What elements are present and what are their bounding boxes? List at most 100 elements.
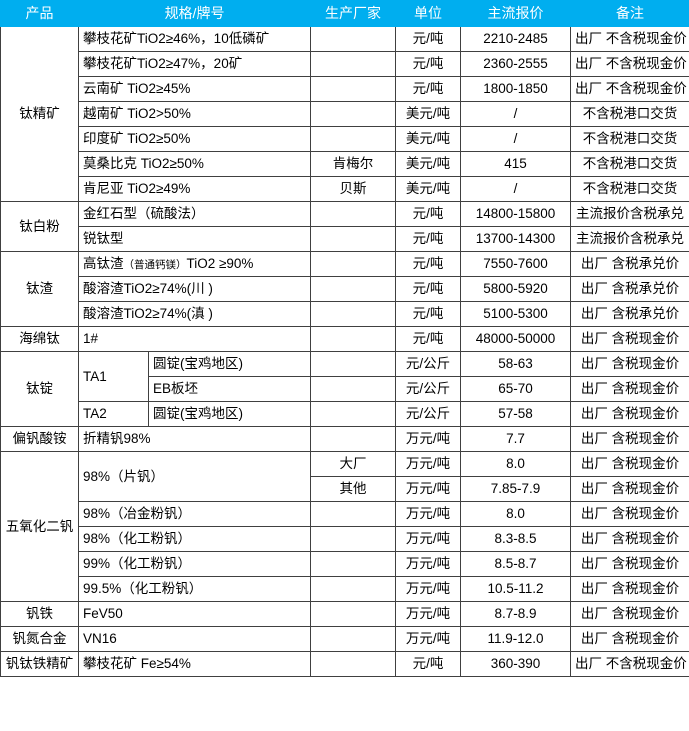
spec-cell: 越南矿 TiO2>50% bbox=[77, 101, 312, 127]
remark-cell: 出厂 含税现金价 bbox=[570, 401, 689, 427]
table-row: 98%（冶金粉钒） 万元/吨 8.0 出厂 含税现金价 bbox=[1, 501, 689, 527]
header-row: 产品 规格/牌号 生产厂家 单位 主流报价 备注 bbox=[0, 0, 689, 27]
unit-cell: 万元/吨 bbox=[395, 451, 462, 477]
grade-label: TA1 bbox=[78, 351, 149, 402]
grade-label: TA2 bbox=[78, 401, 149, 427]
price-cell: 1800-1850 bbox=[460, 76, 572, 102]
unit-cell: 元/公斤 bbox=[395, 351, 462, 377]
spec-cell: 锐钛型 bbox=[77, 226, 312, 252]
table-row: 钛锭 TA1 圆锭(宝鸡地区) 元/公斤 58-63 出厂 含税现金价 bbox=[0, 351, 689, 427]
remark-cell: 出厂 含税现金价 bbox=[570, 501, 689, 527]
remark-cell: 出厂 含税现金价 bbox=[570, 526, 689, 552]
remark-cell: 出厂 不含税现金价 bbox=[570, 651, 689, 677]
price-table: 产品 规格/牌号 生产厂家 单位 主流报价 备注 钛精矿 攀枝花矿TiO2≥46%… bbox=[0, 0, 689, 677]
price-cell: 8.7-8.9 bbox=[460, 601, 572, 627]
manufacturer-cell bbox=[310, 501, 397, 527]
manufacturer-cell bbox=[310, 651, 397, 677]
price-cell: 8.0 bbox=[460, 501, 572, 527]
table-row: 攀枝花矿TiO2≥47%，20矿 元/吨 2360-2555 出厂 不含税现金价 bbox=[1, 51, 689, 77]
product-group-label: 偏钒酸铵 bbox=[0, 426, 79, 452]
price-cell: 7550-7600 bbox=[460, 251, 572, 277]
table-row: 酸溶渣TiO2≥74%(滇 ) 元/吨 5100-5300 出厂 含税承兑价 bbox=[1, 301, 689, 327]
remark-cell: 出厂 含税现金价 bbox=[570, 426, 689, 452]
price-cell: / bbox=[460, 101, 572, 127]
table-row: 酸溶渣TiO2≥74%(川 ) 元/吨 5800-5920 出厂 含税承兑价 bbox=[1, 276, 689, 302]
unit-cell: 美元/吨 bbox=[395, 101, 462, 127]
table-row: 99%（化工粉钒） 万元/吨 8.5-8.7 出厂 含税现金价 bbox=[1, 551, 689, 577]
unit-cell: 万元/吨 bbox=[395, 476, 462, 502]
spec-cell: 酸溶渣TiO2≥74%(滇 ) bbox=[77, 301, 312, 327]
spec-cell: 攀枝花矿TiO2≥47%，20矿 bbox=[77, 51, 312, 77]
remark-cell: 出厂 不含税现金价 bbox=[570, 51, 689, 77]
spec-cell: 98%（片钒） bbox=[77, 451, 312, 502]
spec-cell: 攀枝花矿 Fe≥54% bbox=[77, 651, 312, 677]
manufacturer-cell bbox=[310, 301, 397, 327]
spec-cell: 酸溶渣TiO2≥74%(川 ) bbox=[77, 276, 312, 302]
table-row: 其他 万元/吨 7.85-7.9 出厂 含税现金价 bbox=[1, 476, 689, 502]
unit-cell: 美元/吨 bbox=[395, 176, 462, 202]
table-row: 莫桑比克 TiO2≥50% 肯梅尔 美元/吨 415 不含税港口交货 bbox=[1, 151, 689, 177]
manufacturer-cell bbox=[310, 26, 397, 52]
price-cell: 360-390 bbox=[460, 651, 572, 677]
header-unit: 单位 bbox=[395, 0, 462, 27]
price-cell: 14800-15800 bbox=[460, 201, 572, 227]
header-remark: 备注 bbox=[570, 0, 689, 27]
product-group-label: 钛渣 bbox=[0, 251, 79, 327]
spec-cell: 98%（化工粉钒） bbox=[77, 526, 312, 552]
product-group-label: 五氧化二钒 bbox=[0, 451, 79, 602]
spec-cell: 圆锭(宝鸡地区) bbox=[147, 351, 312, 377]
remark-cell: 出厂 含税承兑价 bbox=[570, 276, 689, 302]
spec-cell: 98%（冶金粉钒） bbox=[77, 501, 312, 527]
unit-cell: 元/吨 bbox=[395, 201, 462, 227]
unit-cell: 元/吨 bbox=[395, 76, 462, 102]
unit-cell: 万元/吨 bbox=[395, 526, 462, 552]
price-cell: 13700-14300 bbox=[460, 226, 572, 252]
product-group-label: 钛锭 bbox=[0, 351, 79, 427]
remark-cell: 主流报价含税承兑 bbox=[570, 226, 689, 252]
remark-cell: 不含税港口交货 bbox=[570, 126, 689, 152]
spec-cell: FeV50 bbox=[77, 601, 312, 627]
remark-cell: 出厂 含税现金价 bbox=[570, 476, 689, 502]
table-row: 99.5%（化工粉钒） 万元/吨 10.5-11.2 出厂 含税现金价 bbox=[1, 576, 689, 602]
table-row: 云南矿 TiO2≥45% 元/吨 1800-1850 出厂 不含税现金价 bbox=[1, 76, 689, 102]
remark-cell: 出厂 含税现金价 bbox=[570, 326, 689, 352]
table-row: 五氧化二钒 98%（片钒） 大厂 万元/吨 8.0 出厂 含税现金价 bbox=[0, 451, 689, 602]
unit-cell: 万元/吨 bbox=[395, 601, 462, 627]
table-row: 钒氮合金 VN16 万元/吨 11.9-12.0 出厂 含税现金价 bbox=[0, 626, 689, 652]
spec-cell: VN16 bbox=[77, 626, 312, 652]
table-row: 钒铁 FeV50 万元/吨 8.7-8.9 出厂 含税现金价 bbox=[0, 601, 689, 627]
price-cell: 10.5-11.2 bbox=[460, 576, 572, 602]
unit-cell: 万元/吨 bbox=[395, 551, 462, 577]
manufacturer-cell bbox=[310, 401, 397, 427]
manufacturer-cell bbox=[310, 201, 397, 227]
price-cell: 57-58 bbox=[460, 401, 572, 427]
product-group-label: 钛精矿 bbox=[0, 26, 79, 202]
manufacturer-cell bbox=[310, 426, 397, 452]
price-cell: / bbox=[460, 176, 572, 202]
remark-cell: 出厂 含税现金价 bbox=[570, 576, 689, 602]
product-group-label: 钒氮合金 bbox=[0, 626, 79, 652]
unit-cell: 元/吨 bbox=[395, 51, 462, 77]
spec-cell: 99.5%（化工粉钒） bbox=[77, 576, 312, 602]
price-cell: 58-63 bbox=[460, 351, 572, 377]
unit-cell: 万元/吨 bbox=[395, 576, 462, 602]
spec-cell: 云南矿 TiO2≥45% bbox=[77, 76, 312, 102]
unit-cell: 万元/吨 bbox=[395, 426, 462, 452]
remark-cell: 出厂 不含税现金价 bbox=[570, 76, 689, 102]
remark-cell: 出厂 含税现金价 bbox=[570, 626, 689, 652]
header-product: 产品 bbox=[0, 0, 79, 27]
spec-cell: 高钛渣（普通钙镁）TiO2 ≥90% bbox=[77, 251, 312, 277]
spec-cell: 金红石型（硫酸法） bbox=[77, 201, 312, 227]
unit-cell: 元/吨 bbox=[395, 276, 462, 302]
table-body: 钛精矿 攀枝花矿TiO2≥46%，10低磷矿 元/吨 2210-2485 出厂 不含税现… bbox=[0, 26, 689, 677]
product-group-label: 钒铁 bbox=[0, 601, 79, 627]
product-group-label: 海绵钛 bbox=[0, 326, 79, 352]
price-cell: / bbox=[460, 126, 572, 152]
table-row: TA2 圆锭(宝鸡地区) 元/公斤 57-58 出厂 含税现金价 bbox=[1, 401, 689, 427]
manufacturer-cell bbox=[310, 126, 397, 152]
table-header: 产品 规格/牌号 生产厂家 单位 主流报价 备注 bbox=[0, 0, 689, 27]
unit-cell: 万元/吨 bbox=[395, 501, 462, 527]
manufacturer-cell bbox=[310, 101, 397, 127]
price-cell: 8.3-8.5 bbox=[460, 526, 572, 552]
manufacturer-cell bbox=[310, 626, 397, 652]
